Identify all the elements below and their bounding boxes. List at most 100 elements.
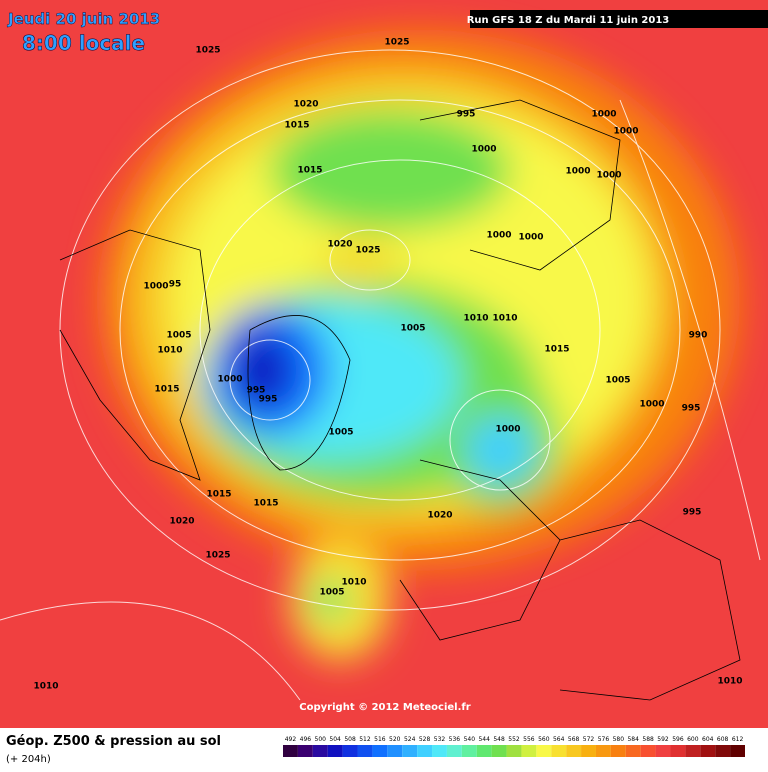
- colorbar-label: 580: [613, 736, 625, 743]
- forecast-date: Jeudi 20 juin 2013: [7, 10, 160, 28]
- colorbar-label: 612: [732, 736, 744, 743]
- legend-title: Géop. Z500 & pression au sol: [6, 734, 221, 749]
- isobar-label: 1010: [463, 314, 488, 324]
- isobar-label: 1000: [471, 145, 496, 155]
- colorbar-swatch: [685, 745, 701, 757]
- isobar-label: 1000: [639, 400, 664, 410]
- colorbar: 492 496 500 504 508 512 516 520 524 528 532 536 540 5…: [283, 736, 745, 757]
- colorbar-swatch: [283, 745, 298, 757]
- colorbar-swatch: [640, 745, 656, 757]
- colorbar-swatch: [670, 745, 686, 757]
- colorbar-swatch: [566, 745, 582, 757]
- colorbar-label: 504: [329, 736, 341, 743]
- isobar-label: 1015: [284, 121, 309, 131]
- colorbar-label: 544: [478, 736, 490, 743]
- colorbar-swatch: [491, 745, 507, 757]
- colorbar-swatch: [432, 745, 447, 757]
- isobar-label: 1000: [495, 425, 520, 435]
- colorbar-swatch: [595, 745, 611, 757]
- isobar-label: 1020: [427, 511, 452, 521]
- forecast-time: 8:00 locale: [22, 31, 145, 55]
- colorbar-swatch: [387, 745, 403, 757]
- colorbar-label: 584: [627, 736, 639, 743]
- colorbar-label: 596: [672, 736, 684, 743]
- colorbar-swatch: [730, 745, 745, 757]
- colorbar-label: 532: [434, 736, 446, 743]
- isobar-label: 1010: [33, 682, 58, 692]
- colorbar-swatch: [551, 745, 567, 757]
- colorbar-swatch: [476, 745, 492, 757]
- isobar-label: 95: [169, 280, 182, 290]
- colorbar-label: 528: [419, 736, 431, 743]
- isobar-label: 1025: [384, 38, 409, 48]
- colorbar-swatch: [342, 745, 358, 757]
- isobar-label: 1020: [169, 517, 194, 527]
- isobar-label: 995: [247, 386, 266, 396]
- colorbar-swatch: [715, 745, 731, 757]
- colorbar-swatch: [312, 745, 328, 757]
- colorbar-label: 536: [449, 736, 461, 743]
- colorbar-swatch: [610, 745, 626, 757]
- isobar-label: 1005: [319, 588, 344, 598]
- colorbar-swatch: [446, 745, 462, 757]
- colorbar-label: 520: [389, 736, 401, 743]
- colorbar-label: 608: [717, 736, 729, 743]
- isobar-label: 1025: [355, 246, 380, 256]
- colorbar-label: 572: [583, 736, 595, 743]
- isobar-label: 1010: [341, 578, 366, 588]
- colorbar-swatch: [297, 745, 313, 757]
- colorbar-label: 516: [374, 736, 386, 743]
- colorbar-swatch: [417, 745, 433, 757]
- colorbar-label: 604: [702, 736, 714, 743]
- isobar-label: 990: [689, 331, 708, 341]
- colorbar-label: 500: [315, 736, 327, 743]
- isobar-label: 1000: [613, 127, 638, 137]
- isobar-label: 1010: [157, 346, 182, 356]
- isobar-label: 995: [682, 404, 701, 414]
- colorbar-label: 508: [344, 736, 356, 743]
- isobar-label: 1005: [166, 331, 191, 341]
- colorbar-label: 496: [300, 736, 312, 743]
- isobar-label: 1005: [605, 376, 630, 386]
- isobar-label: 1000: [217, 375, 242, 385]
- colorbar-swatch: [536, 745, 552, 757]
- isobar-label: 1020: [293, 100, 318, 110]
- colorbar-label: 576: [598, 736, 610, 743]
- colorbar-swatch: [655, 745, 671, 757]
- isobar-label: 1015: [544, 345, 569, 355]
- colorbar-label: 540: [464, 736, 476, 743]
- colorbar-label: 592: [657, 736, 669, 743]
- run-box: [470, 10, 768, 28]
- colorbar-label: 600: [687, 736, 699, 743]
- isobar-label: 1000: [591, 110, 616, 120]
- isobar-label: 1015: [206, 490, 231, 500]
- isobar-label: 995: [259, 395, 278, 405]
- isobar-label: 1015: [154, 385, 179, 395]
- isobar-label: 1025: [205, 551, 230, 561]
- isobar-label: 1015: [297, 166, 322, 176]
- isobar-label: 1020: [327, 240, 352, 250]
- colorbar-swatch: [372, 745, 388, 757]
- colorbar-label: 492: [285, 736, 297, 743]
- coastlines: [59, 99, 741, 701]
- isobar-label: 1000: [486, 231, 511, 241]
- isobar-label: 995: [457, 110, 476, 120]
- isobar-label: 1000: [596, 171, 621, 181]
- isobar-label: 1000: [565, 167, 590, 177]
- isobar-label: 1000: [143, 282, 168, 292]
- colorbar-label: 560: [538, 736, 550, 743]
- isobar-label: 995: [683, 508, 702, 518]
- colorbar-swatch: [402, 745, 418, 757]
- isobar-label: 1025: [195, 46, 220, 56]
- colorbar-swatch: [461, 745, 477, 757]
- colorbar-swatch: [357, 745, 373, 757]
- colorbar-swatch: [521, 745, 537, 757]
- colorbar-label: 568: [568, 736, 580, 743]
- colorbar-label: 588: [642, 736, 654, 743]
- colorbar-swatch: [700, 745, 716, 757]
- isobar-label: 1015: [253, 499, 278, 509]
- colorbar-swatch: [506, 745, 522, 757]
- colorbar-label: 548: [493, 736, 505, 743]
